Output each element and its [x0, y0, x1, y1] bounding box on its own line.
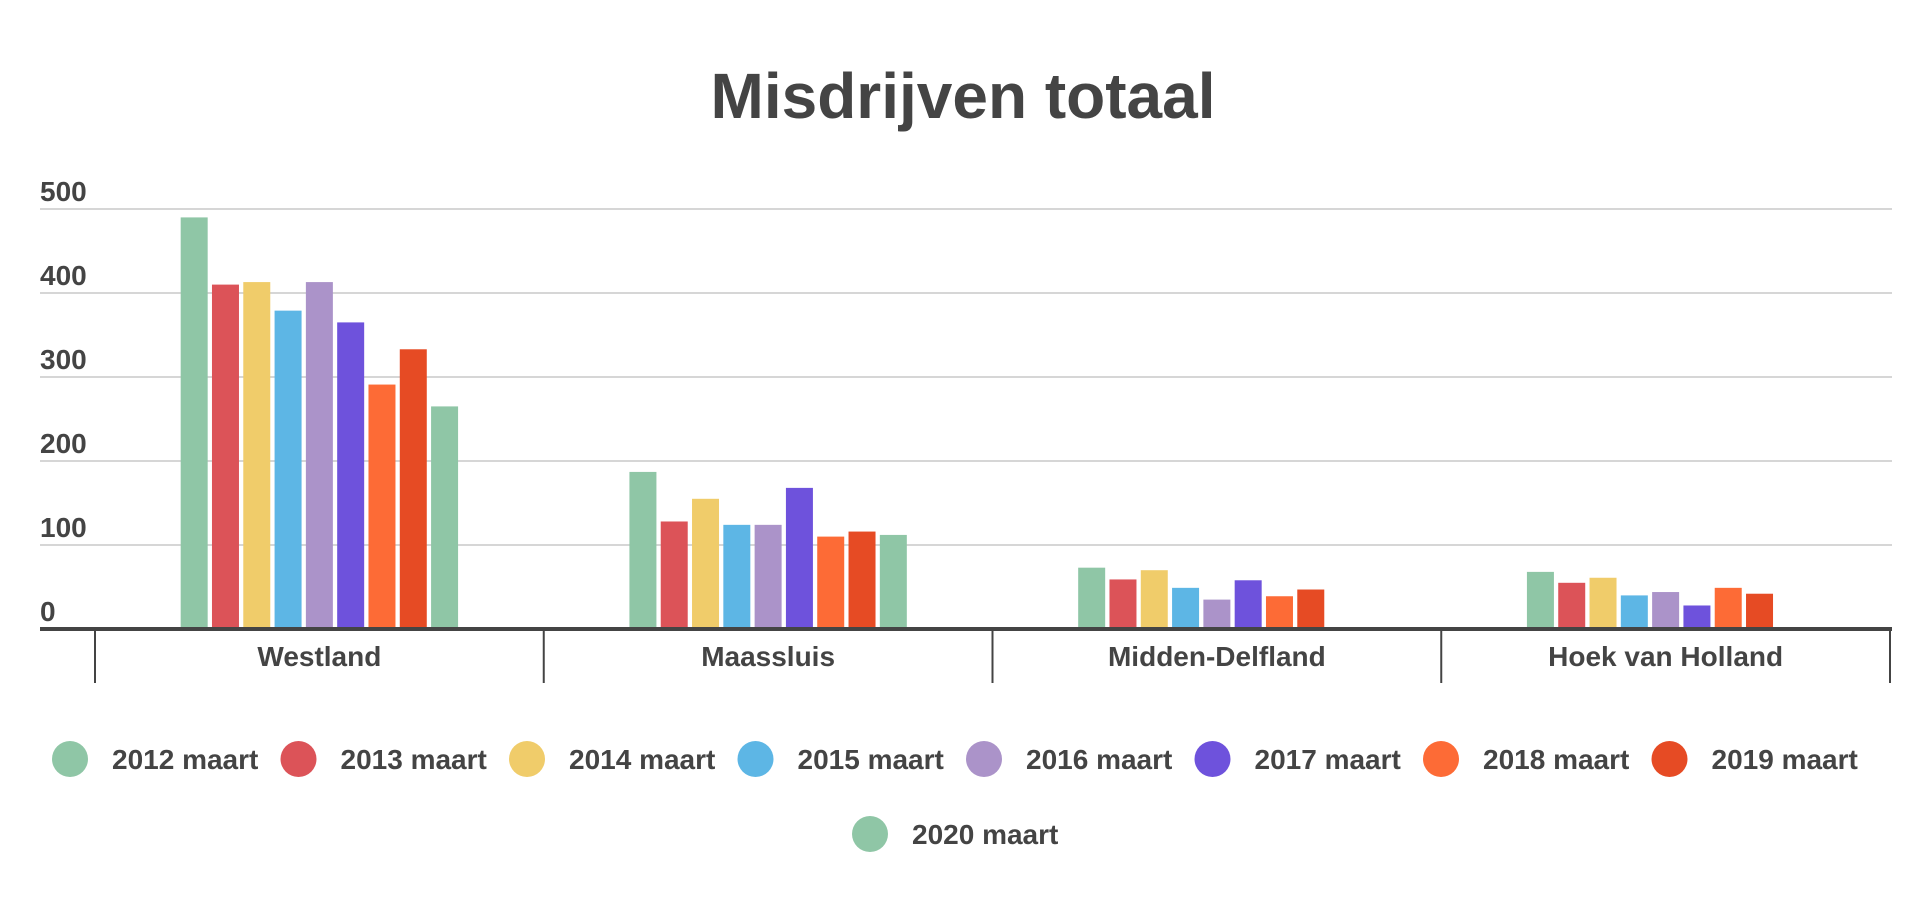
legend-swatch	[966, 741, 1002, 777]
bar	[1297, 589, 1325, 629]
bar	[1558, 582, 1586, 629]
bar	[1234, 580, 1262, 629]
bar	[1203, 599, 1231, 629]
bar	[274, 310, 302, 629]
y-tick-label: 0	[40, 596, 56, 627]
legend-swatch	[1194, 741, 1231, 777]
legend-swatch	[852, 816, 888, 852]
bar	[879, 534, 907, 629]
bar	[305, 282, 333, 629]
category-label: Midden-Delfland	[1108, 641, 1326, 672]
legend-swatch	[509, 741, 545, 777]
legend-swatch	[1423, 741, 1459, 777]
bar	[817, 536, 845, 629]
bar	[1109, 579, 1137, 629]
bar	[368, 384, 396, 629]
bar	[431, 406, 459, 629]
category-labels: Westland Maassluis Midden-Delfland Hoek van…	[257, 641, 1783, 672]
bar	[785, 487, 813, 629]
bar	[1526, 571, 1554, 629]
legend-swatch	[1651, 741, 1688, 777]
legend-swatch	[737, 741, 774, 777]
legend: 2012 maart 2013 maart 2014 maart 2015 maart…	[52, 741, 1858, 852]
bar	[1078, 567, 1106, 629]
bar	[723, 524, 751, 629]
category-label: Hoek van Holland	[1548, 641, 1783, 672]
legend-label: 2017 maart	[1255, 744, 1401, 775]
y-tick-label: 100	[40, 512, 87, 543]
y-tick-label: 300	[40, 344, 87, 375]
legend-label: 2012 maart	[112, 744, 258, 775]
chart-title: Misdrijven totaal	[711, 60, 1216, 132]
bars	[180, 217, 1774, 629]
legend-swatch	[52, 741, 88, 777]
bar	[180, 217, 208, 629]
legend-label: 2015 maart	[798, 744, 944, 775]
bar	[1746, 593, 1774, 629]
y-axis-ticks: 0 100 200 300 400 500	[40, 176, 87, 627]
y-tick-label: 200	[40, 428, 87, 459]
bar	[337, 322, 365, 629]
legend-label: 2018 maart	[1483, 744, 1629, 775]
bar	[243, 282, 271, 629]
bar	[1172, 587, 1200, 629]
bar	[629, 471, 657, 629]
bar	[1140, 570, 1168, 629]
bar	[754, 524, 782, 629]
x-axis	[40, 627, 1892, 683]
category-label: Maassluis	[701, 641, 835, 672]
bar	[1652, 592, 1680, 629]
bar	[1265, 596, 1293, 629]
y-tick-label: 500	[40, 176, 87, 207]
category-label: Westland	[257, 641, 381, 672]
legend-label: 2013 maart	[341, 744, 487, 775]
legend-label: 2019 maart	[1712, 744, 1858, 775]
bar	[1714, 587, 1742, 629]
bar	[399, 349, 427, 629]
y-tick-label: 400	[40, 260, 87, 291]
bar	[1683, 605, 1711, 629]
bar	[1589, 577, 1617, 629]
legend-swatch	[280, 741, 317, 777]
legend-label: 2016 maart	[1026, 744, 1172, 775]
bar	[848, 531, 876, 629]
bar	[660, 521, 688, 629]
bar	[211, 284, 239, 629]
legend-label: 2020 maart	[912, 819, 1058, 850]
legend-label: 2014 maart	[569, 744, 715, 775]
bar	[1620, 595, 1648, 629]
bar	[692, 498, 720, 629]
